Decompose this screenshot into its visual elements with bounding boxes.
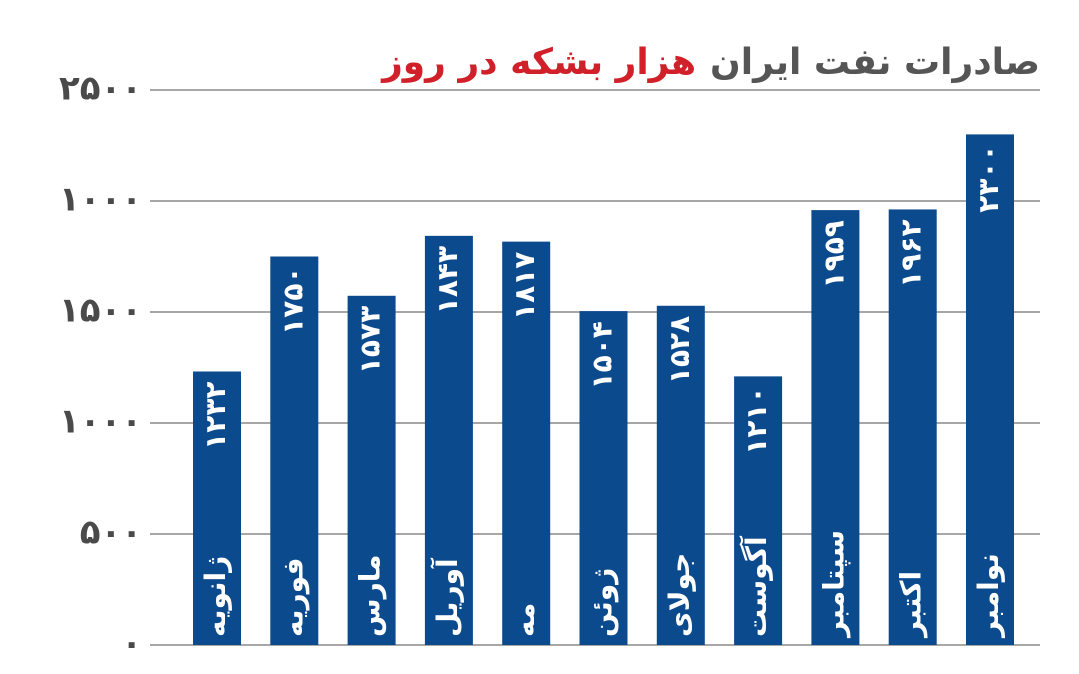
value-label: ۱۷۵۰ (276, 267, 309, 335)
x-tick-label: آوریل (430, 557, 464, 637)
x-tick-label: آگوست (739, 535, 773, 637)
bar (193, 371, 241, 645)
x-tick-label: جولای (663, 553, 696, 637)
value-label: ۱۵۷۳ (354, 306, 387, 374)
y-tick-label: ۲۵۰۰ (59, 69, 142, 109)
bar (270, 256, 319, 645)
value-label: ۱۹۶۲ (895, 219, 928, 287)
x-tick-label: ژانویه (199, 556, 232, 637)
y-tick-label: ۱۵۰۰ (59, 291, 142, 331)
y-tick-label: ۱۰۰۰ (59, 402, 142, 442)
value-label: ۱۲۳۲ (199, 381, 232, 449)
value-label: ۲۳۰۰ (972, 144, 1005, 212)
value-label: ۱۸۴۳ (431, 246, 464, 314)
bar (347, 295, 396, 645)
value-label: ۱۸۱۷ (508, 252, 541, 320)
x-tick-label: ژوئن (586, 568, 619, 637)
chart-subtitle: هزار بشکه در روز (380, 42, 696, 83)
x-tick-label: مه (508, 603, 541, 637)
bar (734, 376, 783, 645)
bar (502, 241, 551, 645)
y-tick-label: ۱۰۰۰ (59, 180, 142, 220)
x-tick-label: نوامبر (972, 553, 1005, 639)
bar (888, 209, 937, 645)
y-tick-label: ۰ (121, 624, 142, 664)
x-tick-label: مارس (354, 554, 387, 637)
bar (579, 311, 628, 645)
chart-title: صادرات نفت ایران (710, 42, 1040, 83)
value-label: ۱۵۲۸ (663, 316, 696, 384)
x-tick-label: سپتامبر (817, 530, 850, 639)
bar (656, 305, 705, 645)
bar (424, 235, 473, 645)
bar (966, 134, 1014, 645)
value-label: ۱۵۰۴ (586, 321, 619, 389)
value-label: ۱۲۱۰ (740, 386, 773, 454)
bar (811, 210, 860, 646)
y-tick-label: ۵۰۰ (80, 513, 142, 553)
value-label: ۱۹۵۹ (817, 220, 850, 288)
x-tick-label: اکتبر (895, 571, 928, 639)
x-tick-label: فوریه (276, 557, 309, 637)
